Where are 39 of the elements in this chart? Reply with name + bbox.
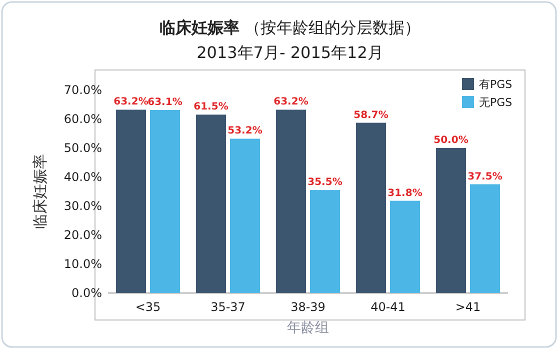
bar [470,184,500,293]
y-axis-title: 临床妊娠率 [31,154,49,229]
y-tick-label: 20.0% [64,228,102,242]
x-tick-label: <35 [135,300,161,314]
y-tick-label: 50.0% [64,141,102,155]
data-label: 35.5% [308,177,342,188]
data-label: 61.5% [194,102,228,113]
data-label: 37.5% [468,171,502,182]
x-tick-label: >41 [455,300,481,314]
bar [310,190,340,293]
bar [196,114,226,293]
x-tick-label: 35-37 [210,300,246,314]
chart-subtitle: 2013年7月- 2015年12月 [196,43,384,62]
data-label: 63.1% [148,97,182,108]
y-tick-label: 60.0% [64,112,102,126]
x-tick-label: 40-41 [370,300,406,314]
legend-label: 无PGS [479,96,512,109]
y-tick-label: 10.0% [64,257,102,271]
data-label: 31.8% [388,188,422,199]
legend-label: 有PGS [479,78,512,91]
bar [436,148,466,293]
data-label: 63.2% [114,96,148,108]
chart-title: 临床妊娠率 （按年龄组的分层数据） [159,18,421,37]
bar [276,110,306,293]
data-label: 53.2% [228,126,262,137]
bar [356,122,386,293]
y-tick-label: 40.0% [64,170,102,184]
bar [390,200,420,293]
data-label: 58.7% [354,110,388,121]
bar [116,110,146,293]
x-tick-label: 38-39 [290,300,326,314]
data-label: 63.2% [274,96,308,108]
y-tick-label: 30.0% [64,199,102,213]
bar [150,110,180,293]
x-axis-title: 年龄组 [287,320,329,336]
y-tick-label: 70.0% [64,83,102,97]
data-label: 50.0% [434,135,468,146]
bar [230,138,260,293]
y-tick-label: 0.0% [72,286,102,300]
